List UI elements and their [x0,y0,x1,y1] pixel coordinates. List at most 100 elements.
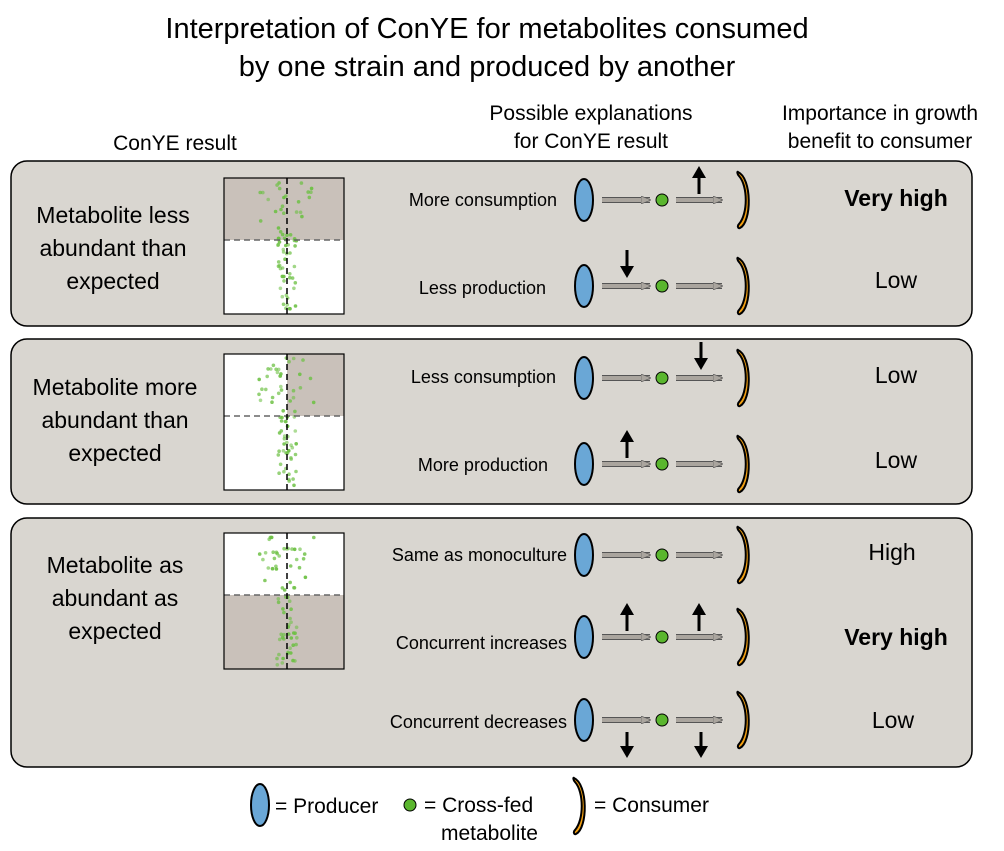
data-point [260,387,264,392]
data-point [281,302,286,307]
data-point [302,552,307,556]
data-point [308,376,313,381]
data-point [312,535,316,540]
data-point [275,663,280,667]
data-point [293,631,297,635]
consumer-icon [736,256,750,316]
consumer-icon [736,434,750,494]
data-point [288,233,293,237]
importance-label: Low [875,362,918,388]
data-point [270,566,275,571]
metabolite-icon [655,548,669,562]
data-point [277,637,282,642]
producer-icon [574,698,594,742]
header-importance-line-1: Importance in growth [782,102,978,125]
data-point [282,211,286,215]
data-point [282,436,287,441]
data-point [282,434,287,438]
data-point [288,307,293,311]
data-point [290,547,294,551]
producer-icon [574,615,594,659]
legend-producer-label: = Producer [275,795,378,818]
data-point [284,419,288,424]
data-point [281,607,285,611]
data-point [277,186,282,191]
title-line-2: by one strain and produced by another [239,51,736,83]
data-point [277,263,282,268]
data-point [287,599,292,603]
data-point [257,552,262,556]
data-point [288,616,292,621]
data-point [293,409,297,414]
data-point [280,415,284,420]
explanation-row-concurrent-increases: Concurrent increases Very high [396,603,948,667]
data-point [280,586,285,590]
data-point [263,551,268,555]
data-point [287,472,291,477]
data-point [282,469,286,474]
data-point [280,661,285,665]
data-point [301,557,306,561]
data-point [282,236,287,241]
data-point [278,230,283,234]
data-point [276,226,281,230]
data-point [279,632,284,637]
panel-label-line-3: expected [66,268,159,294]
data-point [306,190,311,194]
data-point [257,377,262,382]
data-point [279,419,284,423]
importance-label: Low [875,267,918,293]
data-point [271,550,276,554]
panel-label-line-3: expected [68,440,161,466]
data-point [282,610,286,615]
data-point [277,471,281,476]
data-point [279,388,284,392]
explanation-row-more-consumption: More consumption Very high [409,166,948,230]
data-point [286,632,291,636]
data-point [290,276,295,280]
conye-result-plot [223,177,345,315]
data-point [292,586,297,590]
data-point [282,274,286,279]
data-point [288,580,293,585]
data-point [291,388,296,393]
data-point [271,363,276,368]
data-point [263,578,267,583]
data-point [278,374,283,378]
legend: = Producer = Cross-fed metabolite = Cons… [250,776,709,845]
data-point [258,398,263,403]
explanation-label: Less production [419,278,546,298]
consumer-icon [736,525,750,585]
data-point [293,244,297,248]
arrow-down-icon [620,732,634,758]
data-point [298,372,302,377]
metabolite-icon [655,457,669,471]
data-point [261,190,265,195]
data-point [279,207,283,212]
data-point [293,281,298,285]
panel-label-line-2: abundant as [52,585,179,611]
importance-label: Low [872,707,915,733]
explanation-label: Less consumption [411,367,556,387]
explanation-label: More consumption [409,190,557,210]
data-point [274,367,278,372]
explanation-label: Concurrent decreases [390,712,567,732]
producer-icon [574,264,594,308]
metabolite-icon [655,713,669,727]
importance-label: Low [875,447,918,473]
data-point [282,632,286,637]
data-point [281,449,286,453]
metabolite-icon [655,279,669,293]
data-point [275,656,279,661]
metabolite-icon [655,630,669,644]
data-point [292,547,297,552]
header-conye-result: ConYE result [113,132,237,155]
producer-icon [574,356,594,400]
header-explanations-line-2: for ConYE result [514,130,668,153]
data-point [291,643,296,647]
data-point [291,477,295,481]
data-point [266,197,271,202]
data-point [307,195,312,200]
data-point [295,636,299,640]
